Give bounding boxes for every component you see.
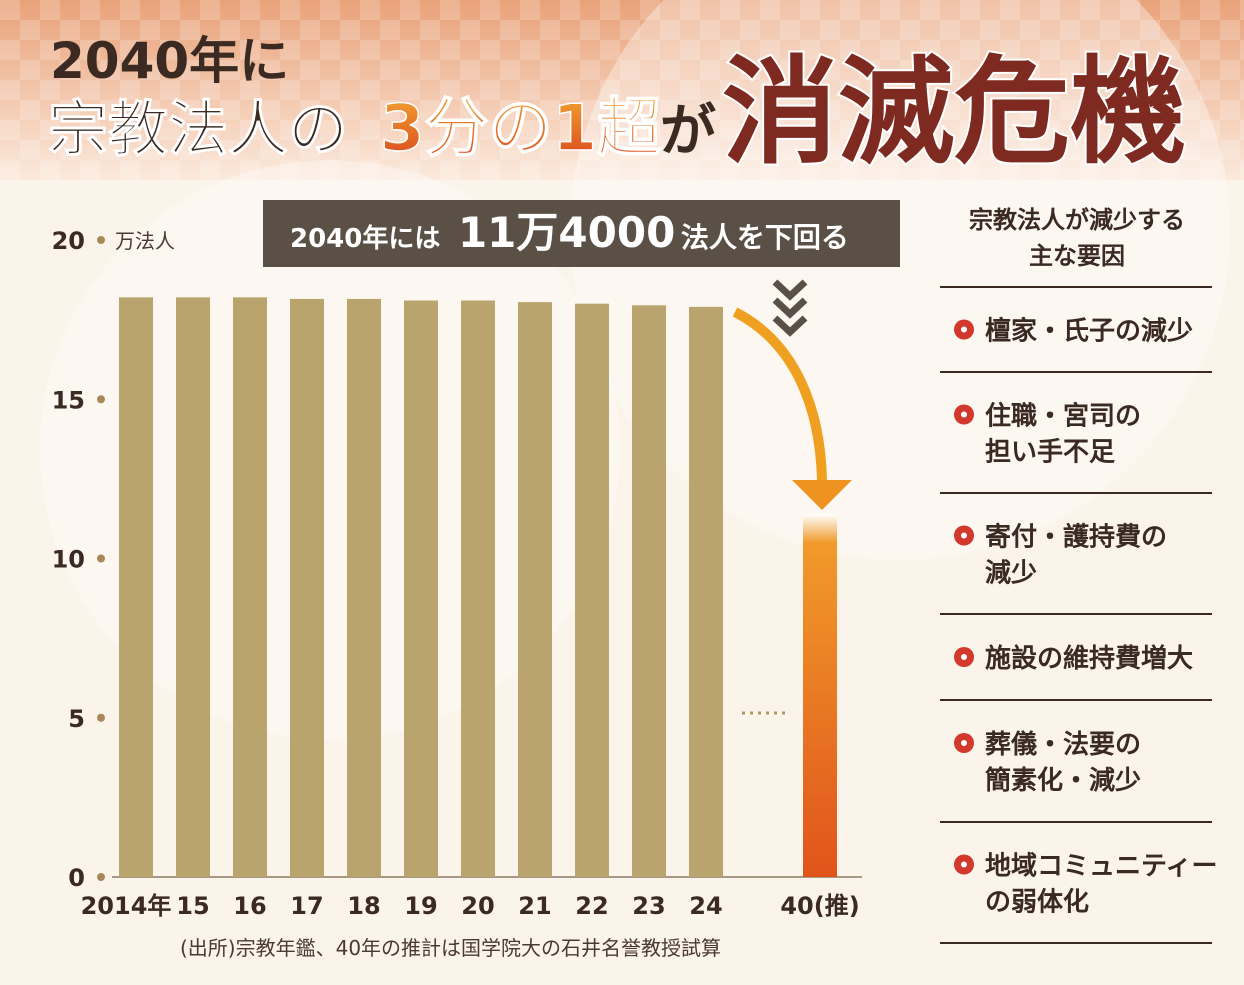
y-tick-dot: [97, 554, 105, 563]
x-tick-label: 15: [176, 892, 209, 920]
banner-bg: [263, 200, 900, 267]
factor-icon-center: [961, 532, 967, 539]
factor-text: 施設の維持費増大: [985, 643, 1193, 674]
bar: [404, 300, 438, 877]
x-tick-label: 17: [290, 892, 323, 920]
x-tick-label: 19: [404, 892, 437, 920]
factor-text: 減少: [985, 559, 1037, 589]
x-tick-label: 22: [575, 892, 608, 920]
y-tick-dot: [97, 395, 105, 404]
y-tick-label: 15: [52, 386, 85, 414]
banner-text: 2040年には: [290, 223, 440, 254]
x-tick-label: 21: [518, 892, 551, 920]
factor-icon-center: [961, 654, 967, 660]
title-line: が: [660, 99, 716, 164]
y-tick-dot: [97, 236, 105, 244]
factor-text: 住職・宮司の: [985, 401, 1141, 432]
x-tick-label: 18: [347, 892, 380, 920]
x-tick-label: 40(推): [780, 892, 859, 920]
factor-text: の弱体化: [985, 888, 1089, 918]
factor-text: 檀家・氏子の減少: [985, 316, 1193, 347]
factor-icon-center: [961, 411, 967, 418]
header-pattern: [0, 0, 1244, 180]
banner-text: 法人を下回る: [681, 221, 849, 254]
deco-circle: [570, 0, 1230, 560]
arrow: [732, 307, 827, 481]
bar: [803, 513, 837, 877]
title-accent: 3分の1超: [380, 92, 662, 166]
bar: [233, 297, 267, 878]
x-tick-label: 20: [461, 892, 494, 920]
title: 2040年に 宗教法人の 3分の1超 が 消滅危機: [48, 32, 1189, 182]
y-tick-dot: [97, 713, 105, 722]
factors-title: 宗教法人が減少する: [969, 206, 1185, 234]
x-tick-label: 24: [689, 892, 722, 920]
bar: [461, 300, 495, 877]
factors-panel: 宗教法人が減少する 主な要因 檀家・氏子の減少住職・宮司の担い手不足寄付・護持費…: [940, 206, 1217, 944]
y-tick-label: 0: [68, 864, 85, 892]
arrow-head: [792, 480, 852, 510]
y-tick-label: 20: [52, 227, 85, 255]
factors-title: 主な要因: [1029, 242, 1125, 270]
x-tick-label: 2014年: [81, 892, 172, 920]
factor-text: 担い手不足: [985, 438, 1115, 468]
y-tick-label: 10: [52, 546, 85, 574]
bar: [632, 305, 666, 878]
source: (出所)宗教年鑑、40年の推計は国学院大の石井名誉教授試算: [180, 936, 721, 960]
factor-icon-center: [961, 326, 967, 333]
x-tick-label: 23: [632, 892, 665, 920]
factor-icon-center: [961, 861, 967, 868]
title-line: 宗教法人の: [48, 95, 348, 165]
bar: [290, 298, 324, 877]
factor-text: 地域コミュニティー: [985, 852, 1217, 882]
title-line: 2040年に: [50, 32, 289, 90]
factor-icon-center: [961, 740, 967, 746]
title-main: 消滅危機: [722, 45, 1186, 180]
factor-text: 寄付・護持費の: [985, 522, 1167, 553]
bar: [518, 302, 552, 877]
banner-number: 11万4000: [458, 208, 675, 257]
bar: [575, 303, 609, 877]
bar: [176, 297, 210, 878]
x-tick-label: 16: [233, 892, 266, 920]
chevrons: [772, 279, 808, 337]
banner: 2040年には 11万4000 法人を下回る: [290, 208, 849, 257]
y-tick-dot: [97, 873, 105, 881]
bar: [347, 298, 381, 877]
y-tick-label: 5: [68, 705, 85, 733]
bar: [119, 297, 153, 878]
factor-text: 簡素化・減少: [985, 765, 1141, 796]
factor-text: 葬儀・法要の: [985, 730, 1141, 760]
unit-label: 万法人: [115, 229, 175, 253]
bar: [689, 306, 723, 877]
